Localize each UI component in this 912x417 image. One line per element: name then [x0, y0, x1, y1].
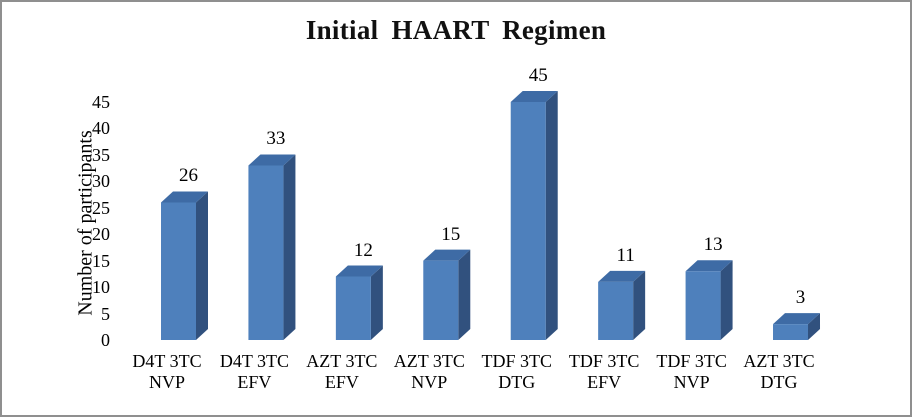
x-category-label: AZT 3TC NVP — [393, 351, 465, 392]
bar-value-label: 11 — [616, 244, 635, 266]
chart-title: Initial HAART Regimen — [305, 15, 607, 45]
y-tick-label: 10 — [92, 277, 110, 298]
y-tick-label: 30 — [92, 171, 110, 192]
bar-front-face — [161, 202, 196, 340]
y-tick-label: 20 — [92, 224, 110, 245]
bar-side-face — [370, 265, 383, 340]
x-category-label: TDF 3TC EFV — [568, 351, 640, 392]
x-category-label: TDF 3TC DTG — [481, 351, 552, 392]
bar-value-label: 45 — [528, 65, 548, 86]
bar-top-face — [161, 191, 208, 203]
x-category-label: TDF 3TC NVP — [656, 351, 727, 392]
bar-front-face — [248, 165, 284, 340]
x-category-label: AZT 3TC DTG — [743, 351, 815, 392]
bar-top-face — [248, 154, 296, 166]
bar-front-face — [510, 102, 546, 340]
bar-side-face — [458, 249, 471, 340]
bar-value-label: 26 — [179, 165, 198, 187]
bar-side-face — [633, 270, 646, 340]
bar-top-face — [510, 91, 558, 102]
y-tick-label: 35 — [92, 144, 110, 165]
x-category-label: AZT 3TC EFV — [306, 351, 378, 392]
bar-top-face — [685, 260, 733, 272]
y-tick-label: 15 — [92, 250, 110, 271]
x-category-label: D4T 3TC EFV — [219, 351, 290, 392]
x-category-label: D4T 3TC NVP — [132, 351, 202, 392]
y-tick-label: 5 — [101, 303, 110, 324]
y-tick-label: 45 — [92, 92, 110, 112]
bar-value-label: 15 — [441, 223, 461, 245]
bar-front-face — [335, 276, 371, 340]
bar-value-label: 12 — [353, 239, 373, 261]
bar-front-face — [598, 281, 634, 340]
y-tick-label: 25 — [92, 197, 110, 218]
bar-top-face — [773, 313, 821, 325]
bar-top-face — [598, 270, 646, 282]
y-tick-label: 40 — [92, 118, 110, 139]
bar-front-face — [685, 271, 721, 340]
bar-side-face — [196, 191, 208, 340]
bar-value-label: 33 — [266, 128, 286, 150]
bar-side-face — [283, 154, 296, 340]
y-tick-label: 0 — [101, 330, 110, 350]
bar-value-label: 13 — [703, 234, 723, 256]
bar-side-face — [545, 91, 558, 340]
bar-top-face — [335, 265, 383, 277]
bar-front-face — [423, 260, 459, 340]
bar-side-face — [720, 260, 733, 340]
bar-side-face — [808, 313, 821, 340]
bar-front-face — [773, 324, 809, 340]
bar-top-face — [423, 249, 471, 261]
bar-value-label: 3 — [795, 287, 806, 309]
